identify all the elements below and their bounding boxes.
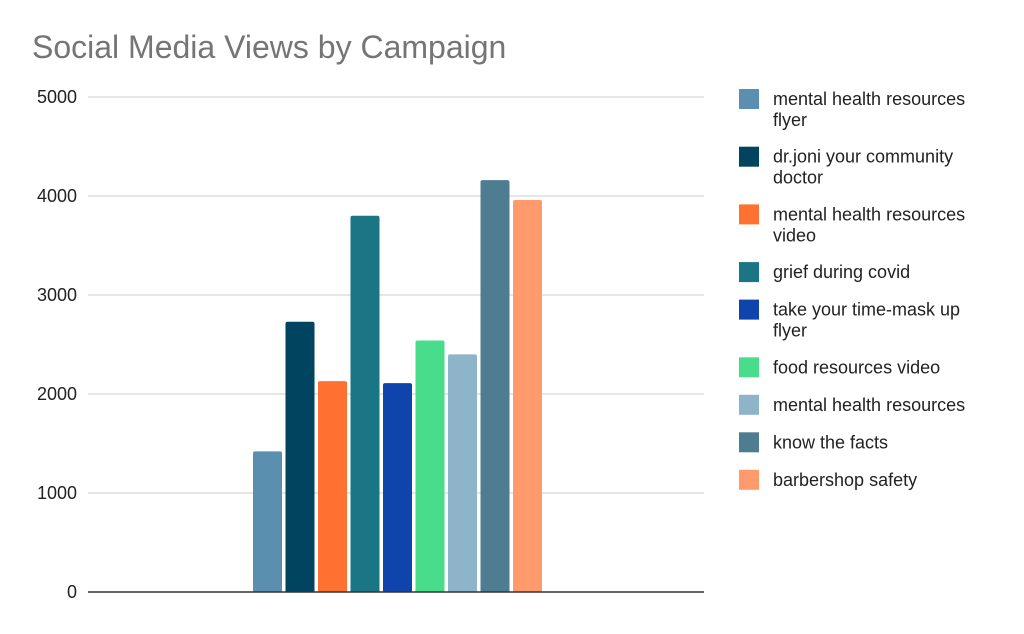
gridlines [88, 96, 704, 494]
legend-swatch [739, 394, 759, 415]
legend-label: video [773, 225, 816, 245]
legend-label: dr.joni your community [773, 147, 953, 167]
bar [448, 354, 477, 592]
legend-label: doctor [773, 168, 823, 188]
legend-item: know the facts [739, 432, 888, 453]
legend-label: mental health resources [773, 395, 965, 415]
legend-label: flyer [773, 110, 807, 130]
legend-swatch [739, 262, 759, 283]
y-tick-label: 4000 [37, 186, 77, 206]
legend-swatch [739, 432, 759, 453]
bar [513, 199, 542, 592]
bars [253, 180, 542, 593]
bar [253, 451, 282, 592]
y-axis-ticks: 0 1000 2000 3000 4000 5000 [37, 87, 77, 602]
y-tick-label: 3000 [37, 285, 77, 305]
bar [318, 381, 347, 592]
chart-title: Social Media Views by Campaign [32, 29, 506, 65]
bar [350, 215, 380, 593]
y-tick-label: 5000 [37, 87, 77, 107]
legend-item: barbershop safety [739, 469, 917, 490]
legend-item: food resources video [739, 357, 940, 378]
legend-label: mental health resources [773, 204, 965, 224]
legend-label: mental health resources [773, 89, 965, 109]
y-tick-label: 1000 [37, 483, 77, 503]
legend-item: grief during covid [739, 262, 910, 283]
legend-label: flyer [773, 321, 807, 341]
legend-label: food resources video [773, 357, 940, 377]
legend-item: mental health resources [739, 394, 965, 415]
legend-swatch [739, 204, 759, 225]
legend-swatch [739, 299, 759, 320]
bar [383, 383, 412, 592]
bar [285, 321, 315, 592]
bar [415, 340, 445, 592]
y-tick-label: 0 [67, 582, 77, 602]
legend-swatch [739, 357, 759, 378]
y-tick-label: 2000 [37, 384, 77, 404]
bar [480, 180, 510, 592]
legend-swatch [739, 89, 759, 109]
legend-swatch [739, 469, 759, 490]
legend-label: grief during covid [773, 262, 910, 282]
legend-swatch [739, 146, 759, 167]
legend-label: take your time-mask up [773, 300, 960, 320]
legend-label: know the facts [773, 432, 888, 452]
legend-label: barbershop safety [773, 470, 917, 490]
